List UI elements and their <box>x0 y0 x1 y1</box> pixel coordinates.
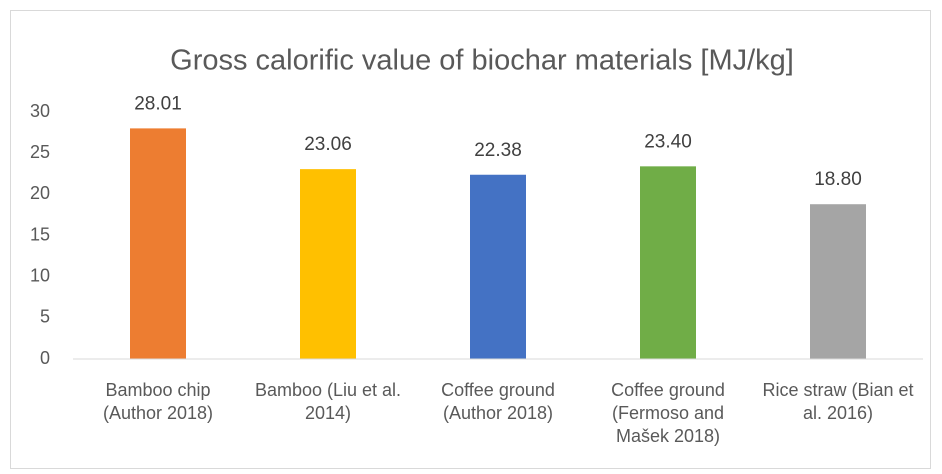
y-tick-label: 30 <box>30 101 50 121</box>
value-label: 22.38 <box>474 140 522 161</box>
x-tick-label: Rice straw (Bian et al. 2016) <box>762 380 914 423</box>
bar <box>470 174 526 359</box>
y-tick-label: 10 <box>30 265 50 285</box>
y-tick-label: 25 <box>30 142 50 162</box>
y-tick-label: 20 <box>30 183 50 203</box>
bar <box>640 166 696 359</box>
x-tick-label: Coffee ground (Fermoso and Mašek 2018) <box>611 380 725 446</box>
bar <box>300 169 356 359</box>
value-label: 28.01 <box>134 93 182 114</box>
y-tick-label: 0 <box>40 348 50 368</box>
chart-title: Gross calorific value of biochar materia… <box>170 45 794 77</box>
x-tick-label: Coffee ground (Author 2018) <box>441 380 555 423</box>
value-label: 23.06 <box>304 134 352 155</box>
y-tick-label: 15 <box>30 224 50 244</box>
value-label: 18.80 <box>814 169 862 190</box>
x-tick-label: Bamboo (Liu et al. 2014) <box>254 380 402 423</box>
y-tick-label: 5 <box>40 307 50 327</box>
value-label: 23.40 <box>644 131 692 152</box>
x-tick-label: Bamboo chip (Author 2018) <box>102 380 214 423</box>
bar <box>810 204 866 359</box>
bar <box>130 128 186 359</box>
